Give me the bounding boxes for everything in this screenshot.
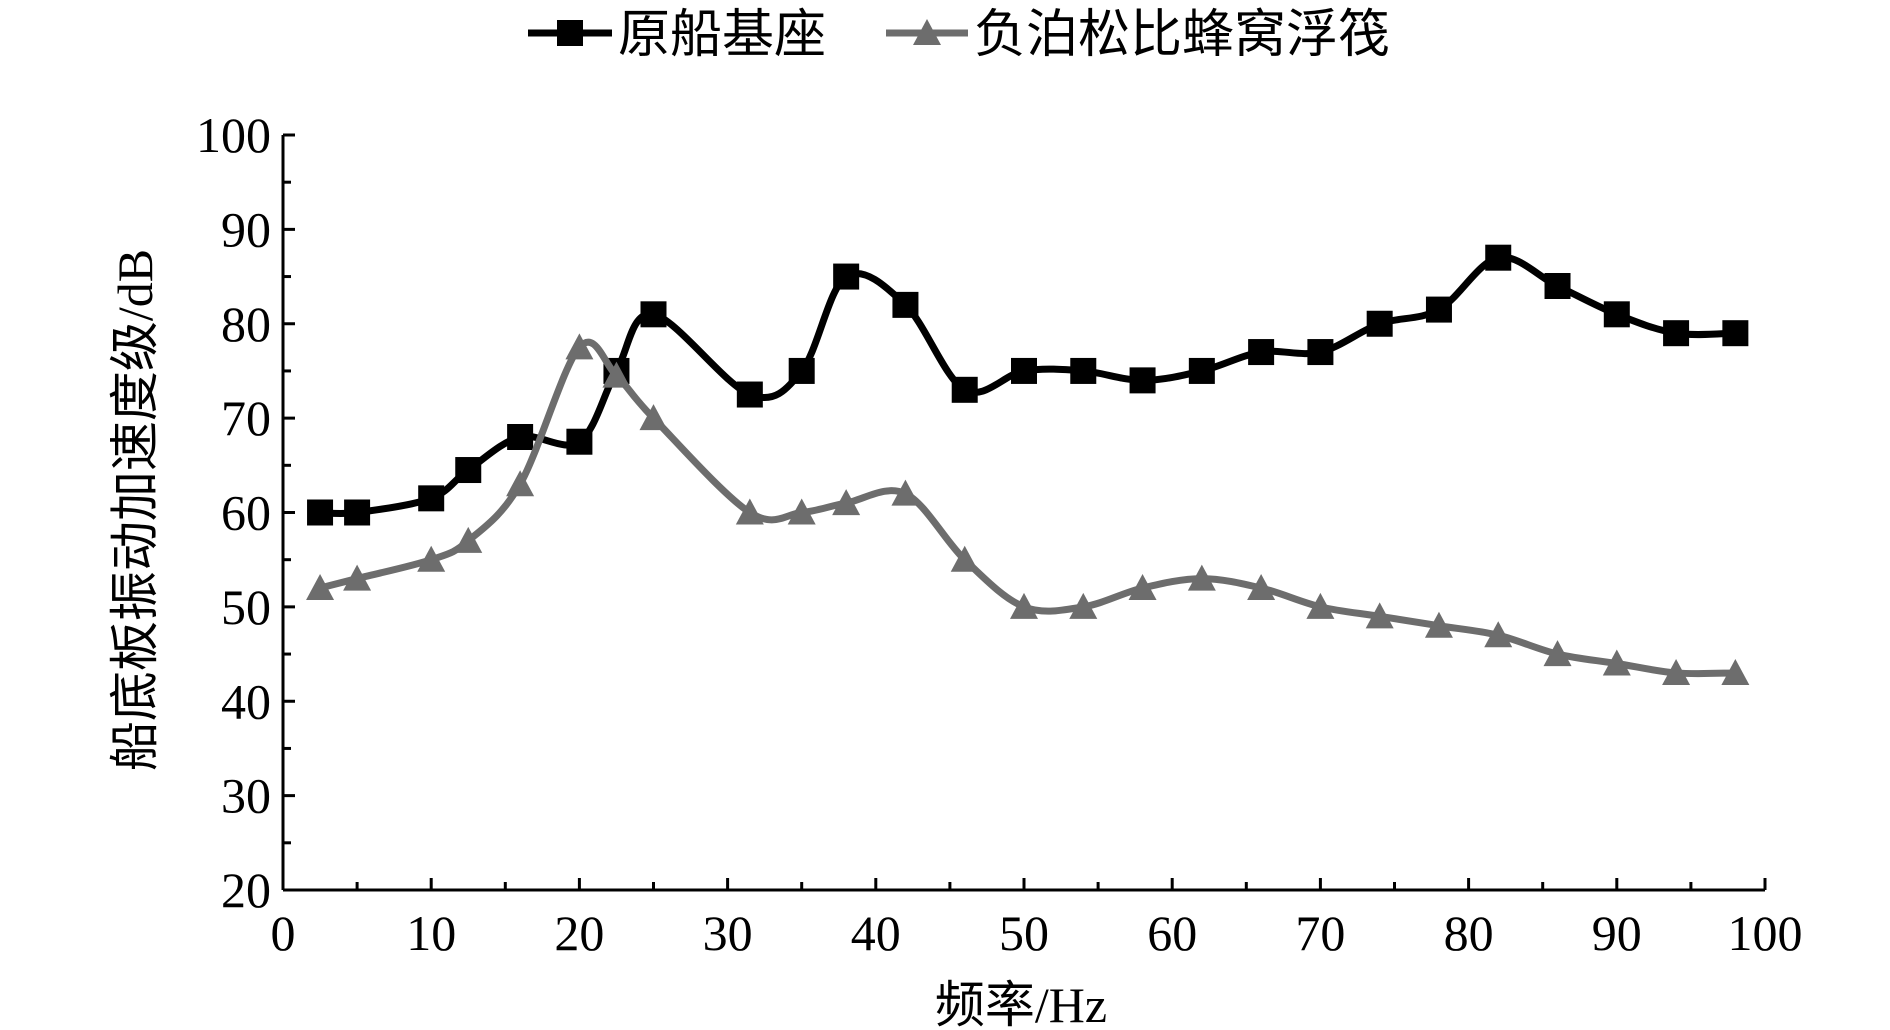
data-point-square [1425, 296, 1452, 323]
data-point-triangle [891, 479, 920, 506]
y-tick-label: 30 [221, 768, 271, 824]
data-point-square [1722, 320, 1749, 347]
series-line-2 [316, 338, 1739, 678]
data-point-square [1070, 357, 1097, 384]
series-layer [306, 244, 1750, 685]
y-tick-label: 20 [221, 862, 271, 918]
data-point-triangle [787, 498, 816, 525]
data-point-square [1663, 320, 1690, 347]
data-point-triangle [506, 470, 535, 497]
x-tick-label: 0 [271, 905, 296, 961]
data-point-square [1129, 367, 1156, 394]
data-point-triangle [1069, 592, 1098, 619]
data-point-triangle [1484, 621, 1513, 648]
data-point-square [1485, 244, 1512, 271]
legend-marker-series-1 [557, 20, 583, 46]
legend-marker-series-2 [913, 19, 941, 45]
data-point-triangle [1306, 592, 1335, 619]
data-point-square [1307, 339, 1334, 366]
data-point-square [736, 381, 763, 408]
data-point-square [951, 376, 978, 403]
x-tick-label: 20 [554, 905, 604, 961]
data-point-triangle [735, 498, 764, 525]
axes: 20 30 40 50 60 70 80 90 100 0 10 20 30 40 50 60 70 80 90 10… [196, 107, 1803, 961]
legend-item-series-2: 负泊松比蜂窝浮筏 [886, 7, 1390, 64]
data-point-triangle [639, 404, 668, 431]
data-point-square [1248, 339, 1275, 366]
x-tick-label: 90 [1592, 905, 1642, 961]
x-tick-label: 80 [1444, 905, 1494, 961]
data-point-square [892, 291, 919, 318]
data-point-triangle [1721, 658, 1750, 685]
legend-label-series-2: 负泊松比蜂窝浮筏 [974, 7, 1390, 64]
data-point-square [1603, 301, 1630, 328]
data-point-triangle [1424, 611, 1453, 638]
data-point-triangle [1602, 649, 1631, 676]
data-point-square [1011, 357, 1037, 384]
data-point-triangle [832, 489, 861, 516]
data-point-square [418, 485, 445, 512]
series-1 [307, 244, 1749, 526]
series-line-1 [316, 253, 1739, 518]
y-tick-label: 90 [221, 201, 271, 257]
y-tick-label: 80 [221, 296, 271, 352]
data-point-triangle [1010, 592, 1038, 619]
data-point-square [566, 428, 593, 455]
data-point-triangle [1187, 564, 1216, 591]
data-point-triangle [1543, 640, 1572, 667]
y-tick-label: 50 [221, 579, 271, 635]
x-tick-label: 10 [406, 905, 456, 961]
series-2 [306, 333, 1750, 685]
x-tick-label: 70 [1295, 905, 1345, 961]
data-point-square [307, 499, 334, 526]
y-tick-label: 60 [221, 485, 271, 541]
data-point-triangle [454, 526, 483, 553]
y-tick-label: 100 [196, 107, 271, 163]
x-tick-label: 40 [851, 905, 901, 961]
data-point-triangle [306, 574, 335, 600]
x-tick-label: 30 [703, 905, 753, 961]
data-point-triangle [1247, 574, 1276, 600]
data-point-triangle [343, 564, 372, 591]
y-axis-title: 船底板振动加速度级/dB [107, 249, 163, 771]
data-point-triangle [1365, 602, 1394, 629]
data-point-triangle [1662, 658, 1691, 685]
data-point-square [344, 499, 371, 526]
data-point-square [507, 424, 534, 450]
x-axis-title: 频率/Hz [935, 977, 1107, 1030]
legend-item-series-1: 原船基座 [528, 7, 826, 64]
data-point-square [1188, 357, 1215, 384]
data-point-square [788, 357, 815, 384]
data-point-square [833, 263, 860, 290]
data-point-square [1366, 310, 1393, 337]
x-tick-label: 60 [1147, 905, 1197, 961]
data-point-triangle [417, 545, 446, 572]
data-point-triangle [950, 545, 979, 572]
x-tick-label: 100 [1728, 905, 1803, 961]
y-tick-label: 70 [221, 390, 271, 446]
data-point-square [1544, 273, 1571, 299]
data-point-triangle [1128, 574, 1157, 600]
data-point-triangle [565, 333, 594, 360]
data-point-square [455, 457, 482, 484]
data-point-triangle [602, 361, 631, 388]
data-point-square [640, 301, 667, 328]
legend-label-series-1: 原船基座 [618, 7, 826, 64]
y-tick-label: 40 [221, 673, 271, 729]
x-tick-label: 50 [999, 905, 1049, 961]
legend: 原船基座 负泊松比蜂窝浮筏 [528, 7, 1390, 64]
